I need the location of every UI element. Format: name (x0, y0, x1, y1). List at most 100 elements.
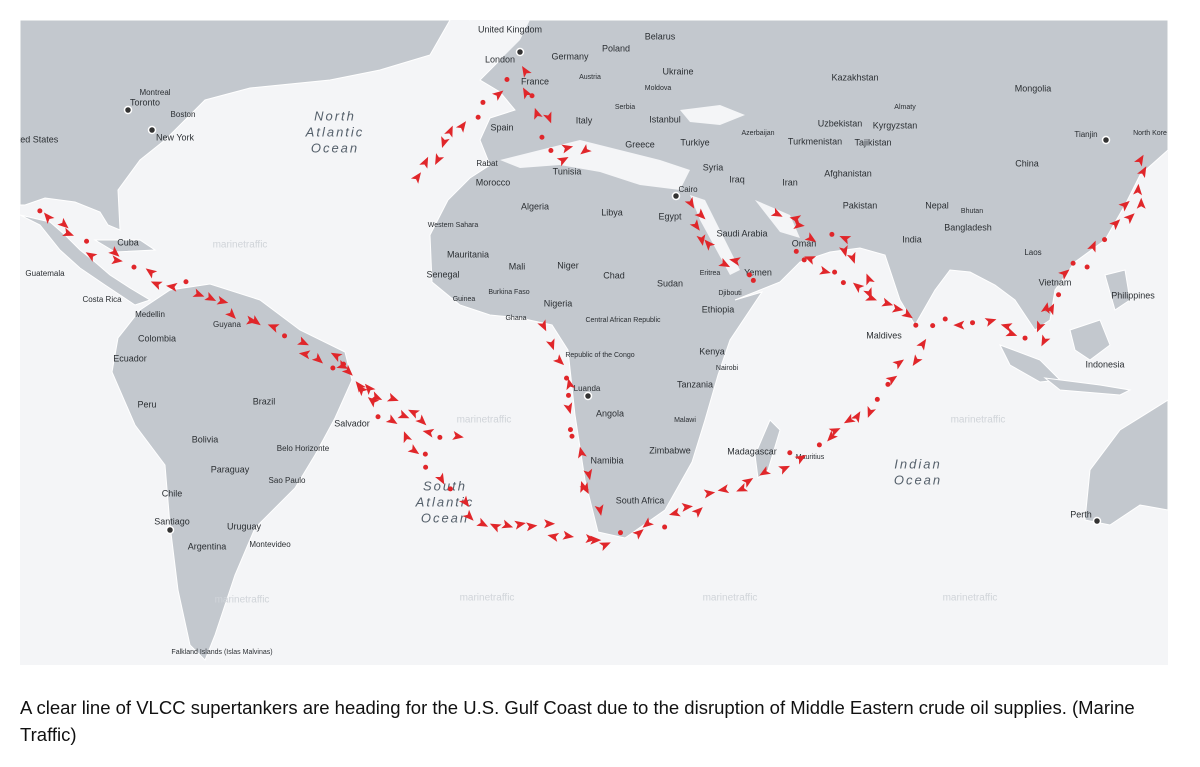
place-label: Niger (557, 260, 579, 270)
ship-marker (585, 534, 597, 544)
ship-marker (863, 287, 872, 299)
place-label: Bangladesh (944, 222, 992, 232)
place-label: Tanzania (677, 379, 713, 389)
place-label: France (521, 76, 549, 86)
place-label: Montevideo (249, 540, 291, 549)
ship-marker (561, 144, 574, 154)
ship-marker (703, 489, 716, 499)
ship-marker (892, 359, 905, 370)
place-label: Santiago (154, 516, 190, 526)
place-label: Bolivia (192, 434, 219, 444)
ship-marker (562, 530, 575, 540)
ship-marker (770, 207, 783, 217)
ship-dot (801, 257, 807, 263)
place-label: Istanbul (649, 114, 681, 124)
ship-dot (330, 365, 336, 371)
ship-marker (357, 385, 368, 397)
ship-marker (403, 431, 413, 444)
place-label: South Africa (616, 495, 665, 505)
ship-marker (370, 391, 383, 400)
ocean-label: Indian (894, 456, 941, 471)
ship-dot (816, 442, 822, 448)
ship-marker (1134, 154, 1144, 167)
ship-marker (794, 455, 807, 465)
place-label: Belo Horizonte (277, 444, 330, 453)
place-label: Ecuador (113, 353, 147, 363)
ship-marker (843, 413, 856, 424)
watermark: marinetraffic (213, 240, 268, 251)
place-label: Guyana (213, 320, 242, 329)
place-label: London (485, 54, 515, 64)
north-sea (470, 20, 530, 60)
ship-dot (746, 272, 752, 278)
ocean-label: Ocean (421, 510, 469, 525)
ship-marker (145, 268, 158, 279)
place-label: Malawi (674, 417, 696, 424)
place-label: Laos (1024, 248, 1041, 257)
place-label: Peru (137, 399, 156, 409)
place-label: Burkina Faso (488, 289, 529, 296)
ship-marker (891, 303, 904, 313)
ship-dot (564, 375, 570, 381)
place-label: Afghanistan (824, 168, 872, 178)
ship-marker (912, 354, 923, 366)
ship-marker (885, 375, 898, 386)
ship-marker (850, 411, 861, 423)
place-label: Moldova (645, 85, 672, 92)
ship-marker (462, 509, 474, 521)
ship-marker (341, 364, 353, 376)
ship-marker (741, 478, 754, 488)
ship-dot (566, 392, 572, 398)
place-label: Egypt (658, 211, 682, 221)
ship-marker (736, 483, 749, 492)
place-label: Chad (603, 270, 625, 280)
place-label: Vietnam (1039, 277, 1072, 287)
ship-dot (829, 231, 835, 237)
place-label: Namibia (590, 455, 623, 465)
madagascar (754, 419, 781, 479)
place-label: Mongolia (1015, 83, 1052, 93)
place-label: Italy (576, 115, 593, 125)
place-label: Sao Paulo (269, 476, 306, 485)
ship-dot (793, 248, 799, 254)
ship-marker (267, 324, 280, 333)
ship-marker (1136, 197, 1146, 209)
ship-marker (839, 245, 848, 257)
place-label: Senegal (426, 269, 459, 279)
place-label: Pakistan (843, 200, 878, 210)
ship-marker (583, 468, 593, 481)
place-label: Boston (171, 110, 196, 119)
ship-marker (566, 378, 576, 391)
ship-dot (131, 264, 137, 270)
ship-marker (729, 257, 741, 267)
place-label: ted States (20, 134, 59, 144)
ship-dot (885, 381, 891, 387)
ship-marker (552, 354, 565, 366)
ship-marker (580, 144, 592, 155)
ship-dot (942, 316, 948, 322)
place-label: Zimbabwe (649, 445, 691, 455)
ship-marker (1036, 320, 1046, 333)
ship-marker (696, 234, 706, 246)
ship-marker (867, 406, 876, 418)
ship-marker (789, 215, 802, 225)
ship-marker (111, 255, 123, 265)
inland-seas (470, 20, 800, 275)
place-label: Central African Republic (585, 317, 661, 324)
ship-dot (750, 277, 756, 283)
ship-marker (642, 517, 654, 528)
place-label: Turkmenistan (788, 136, 842, 146)
city-dot (583, 391, 593, 401)
philippines (1104, 269, 1131, 311)
ship-marker (108, 246, 120, 257)
city-dot (671, 191, 681, 201)
ship-marker (435, 472, 445, 485)
watermark: marinetraffic (951, 415, 1006, 426)
place-label: Falkland Islands (Islas Malvinas) (171, 649, 272, 656)
ship-dot (1022, 335, 1028, 341)
city-dot (165, 525, 175, 535)
place-label: Brazil (253, 396, 276, 406)
mediterranean (500, 140, 690, 190)
ship-marker (804, 232, 817, 242)
watermark: marinetraffic (703, 593, 758, 604)
